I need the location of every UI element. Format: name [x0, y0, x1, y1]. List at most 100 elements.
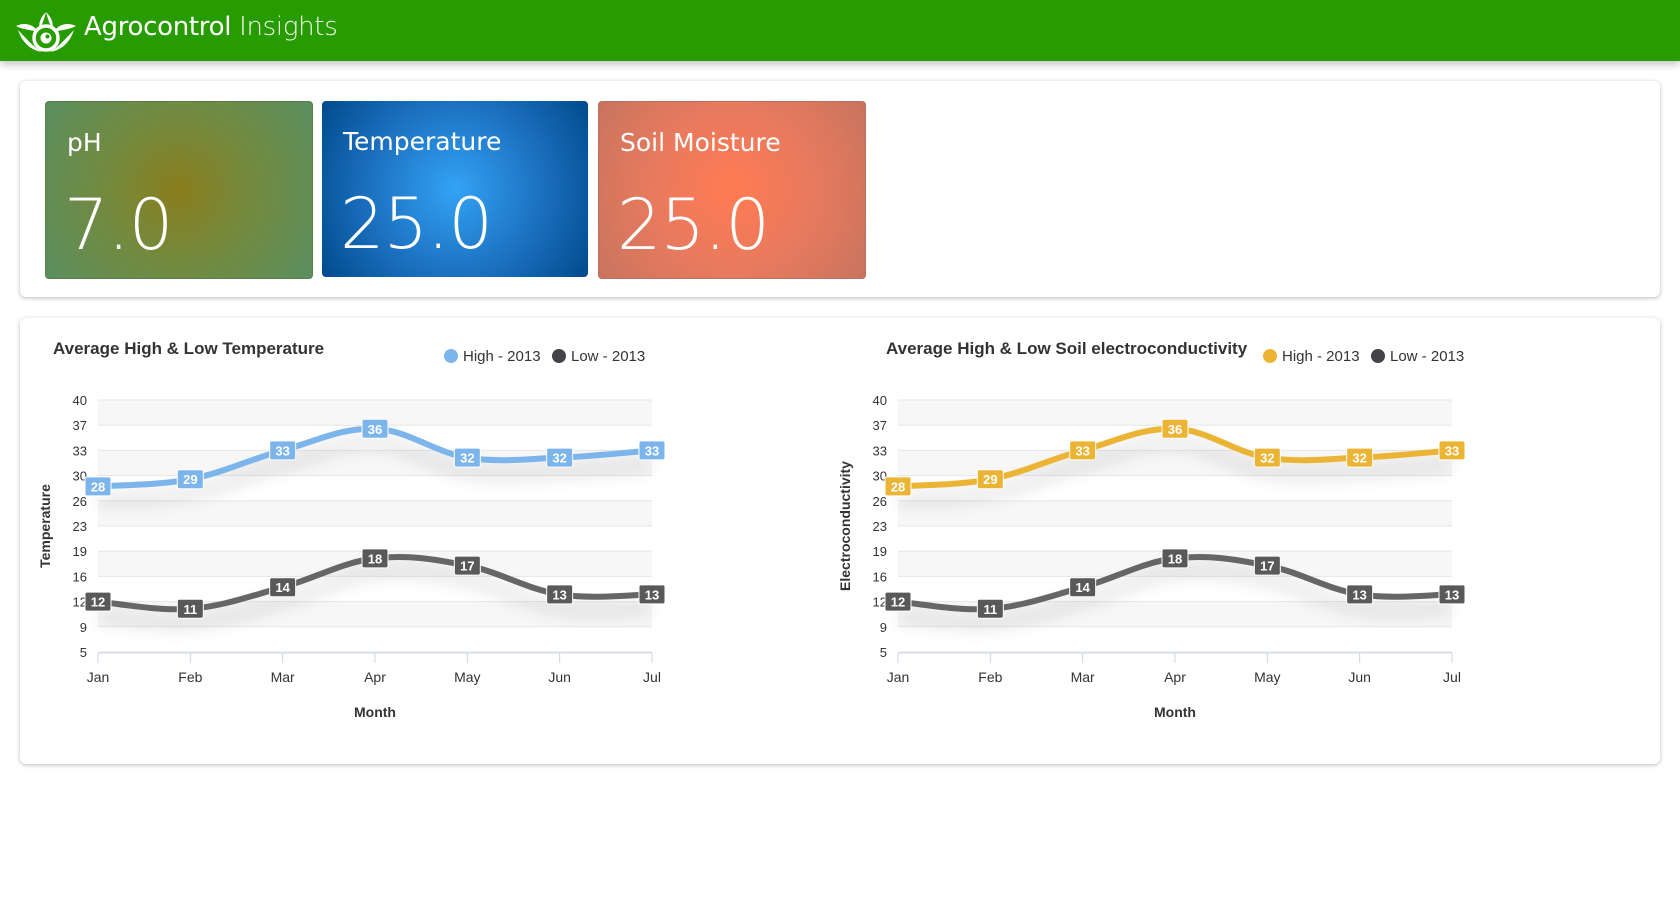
data-label-text: 32: [1260, 451, 1274, 466]
data-label-text: 36: [368, 422, 382, 437]
data-label[interactable]: 14: [1069, 577, 1097, 598]
data-label-text: 33: [645, 443, 659, 458]
temperature-card-label: Temperature: [343, 127, 502, 156]
y-tick-label: 33: [73, 443, 87, 458]
data-label-box: [976, 469, 1004, 490]
data-label[interactable]: 28: [84, 476, 112, 497]
data-label-box: [176, 469, 204, 490]
data-label[interactable]: 29: [176, 469, 204, 490]
y-tick-label: 16: [73, 569, 87, 584]
y-tick-label: 33: [873, 443, 887, 458]
data-label-text: 32: [552, 451, 566, 466]
data-label[interactable]: 17: [1253, 555, 1281, 576]
data-label[interactable]: 33: [1438, 440, 1466, 461]
y-tick-label: 37: [73, 418, 87, 433]
data-label[interactable]: 33: [1069, 440, 1097, 461]
charts-panel: Average High & Low Temperature High - 201…: [20, 318, 1660, 764]
data-label-text: 18: [1168, 551, 1182, 566]
data-label-text: 13: [1445, 587, 1459, 602]
brand-primary: Agrocontrol: [84, 12, 232, 42]
ph-card-value: 7.0: [64, 184, 173, 266]
ph-card[interactable]: pH 7.0: [45, 101, 313, 279]
data-label[interactable]: 13: [546, 584, 574, 605]
data-label[interactable]: 33: [269, 440, 297, 461]
data-label-text: 17: [460, 559, 474, 574]
legend-item-high[interactable]: High - 2013: [1263, 348, 1360, 365]
leaf-eye-logo-icon[interactable]: [14, 8, 78, 54]
data-label[interactable]: 11: [976, 598, 1004, 619]
data-label[interactable]: 32: [1253, 447, 1281, 468]
y-axis-title: Electroconductivity: [837, 461, 853, 591]
data-label[interactable]: 33: [638, 440, 666, 461]
data-label[interactable]: 13: [638, 584, 666, 605]
data-label-text: 32: [460, 451, 474, 466]
data-label-box: [546, 447, 574, 468]
legend-marker: [552, 349, 566, 363]
data-label-box: [176, 598, 204, 619]
data-label-box: [453, 447, 481, 468]
data-label[interactable]: 36: [361, 418, 389, 439]
legend-item-low[interactable]: Low - 2013: [1371, 348, 1464, 365]
x-tick-label: Jan: [887, 669, 910, 685]
data-label[interactable]: 32: [453, 447, 481, 468]
data-label-box: [269, 440, 297, 461]
data-label[interactable]: 12: [84, 591, 112, 612]
data-label-box: [976, 598, 1004, 619]
data-label[interactable]: 13: [1346, 584, 1374, 605]
data-label-box: [269, 577, 297, 598]
data-label-box: [1438, 440, 1466, 461]
legend-marker: [444, 349, 458, 363]
data-label[interactable]: 28: [884, 476, 912, 497]
data-label-text: 33: [1445, 443, 1459, 458]
data-label-box: [1253, 447, 1281, 468]
grid-band: [98, 500, 652, 526]
data-label-box: [1069, 440, 1097, 461]
app-header: Agrocontrol Insights: [0, 0, 1680, 61]
data-label[interactable]: 13: [1438, 584, 1466, 605]
y-tick-label: 26: [73, 494, 87, 509]
data-label-text: 13: [645, 587, 659, 602]
data-label[interactable]: 14: [269, 577, 297, 598]
y-tick-label: 16: [873, 569, 887, 584]
data-label[interactable]: 17: [453, 555, 481, 576]
data-label-box: [453, 555, 481, 576]
y-tick-label: 5: [80, 645, 87, 660]
electroconductivity-chart: Average High & Low Soil electroconductiv…: [837, 339, 1466, 720]
data-label-text: 33: [1075, 443, 1089, 458]
grid-band: [898, 500, 1452, 526]
data-label-text: 11: [183, 602, 197, 617]
y-tick-label: 19: [73, 544, 87, 559]
legend-item-high[interactable]: High - 2013: [444, 348, 541, 365]
data-label[interactable]: 18: [361, 548, 389, 569]
temperature-card[interactable]: Temperature 25.0: [322, 101, 588, 277]
y-tick-label: 19: [873, 544, 887, 559]
data-label[interactable]: 11: [176, 598, 204, 619]
data-label-text: 17: [1260, 559, 1274, 574]
data-label[interactable]: 29: [976, 469, 1004, 490]
chart-title: Average High & Low Temperature: [53, 339, 324, 358]
data-label-text: 28: [91, 479, 105, 494]
soil-moisture-card[interactable]: Soil Moisture 25.0: [598, 101, 866, 279]
data-label-text: 14: [1075, 580, 1090, 595]
y-tick-label: 9: [80, 620, 87, 635]
data-label[interactable]: 12: [884, 591, 912, 612]
data-label-box: [1346, 447, 1374, 468]
y-tick-label: 37: [873, 418, 887, 433]
y-tick-label: 30: [73, 469, 87, 484]
y-tick-label: 23: [73, 519, 87, 534]
data-label[interactable]: 32: [546, 447, 574, 468]
data-label-text: 29: [183, 472, 197, 487]
x-axis-title: Month: [1154, 704, 1196, 720]
y-tick-label: 40: [73, 393, 87, 408]
data-label-box: [1438, 584, 1466, 605]
data-label[interactable]: 32: [1346, 447, 1374, 468]
x-tick-label: Apr: [1164, 669, 1186, 685]
data-label-text: 36: [1168, 422, 1182, 437]
legend-item-low[interactable]: Low - 2013: [552, 348, 645, 365]
data-label-box: [884, 476, 912, 497]
data-label[interactable]: 36: [1161, 418, 1189, 439]
data-label-box: [638, 440, 666, 461]
data-label-text: 11: [983, 602, 997, 617]
data-label[interactable]: 18: [1161, 548, 1189, 569]
x-axis-title: Month: [354, 704, 396, 720]
